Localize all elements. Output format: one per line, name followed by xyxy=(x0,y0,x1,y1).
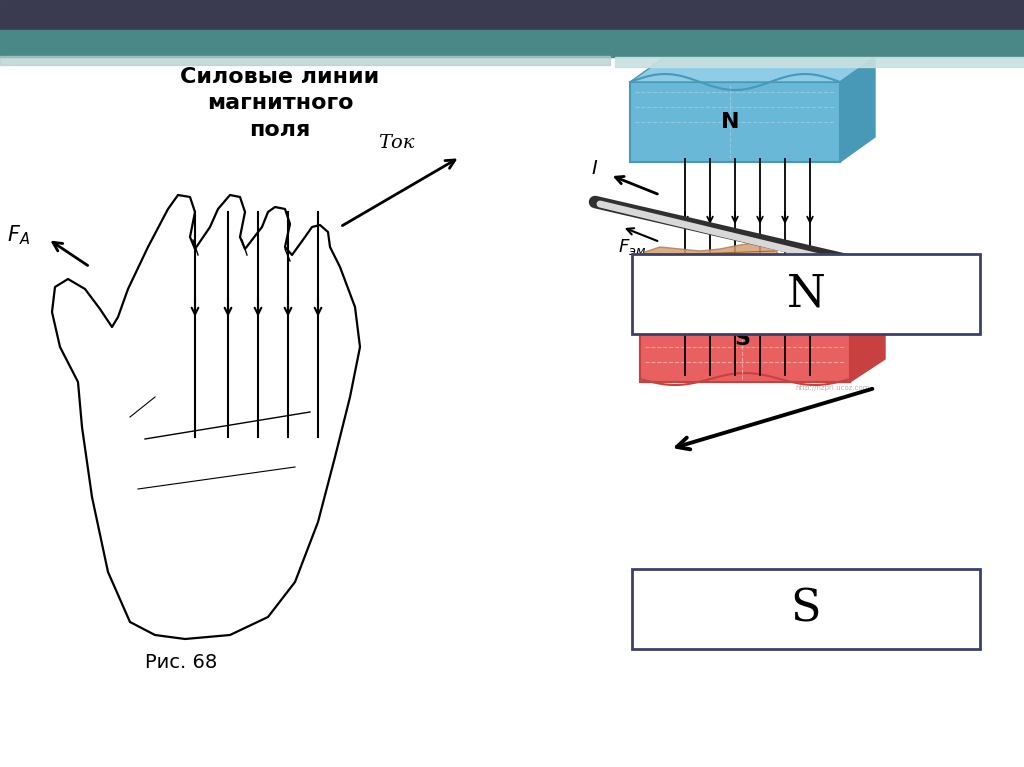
Text: Ток: Ток xyxy=(378,134,415,152)
Bar xyxy=(615,57,1024,67)
FancyBboxPatch shape xyxy=(632,569,980,649)
Bar xyxy=(0,56,610,65)
Polygon shape xyxy=(640,307,850,382)
Polygon shape xyxy=(640,282,885,307)
Text: http://fizpri.ucoz.com: http://fizpri.ucoz.com xyxy=(796,385,870,391)
Text: N: N xyxy=(786,272,825,315)
Text: $F_A$: $F_A$ xyxy=(7,223,30,247)
Text: $F_{эм}$: $F_{эм}$ xyxy=(618,237,646,257)
Polygon shape xyxy=(638,242,780,279)
Polygon shape xyxy=(630,82,840,162)
Text: Рис. 68: Рис. 68 xyxy=(145,653,217,672)
Text: N: N xyxy=(721,112,739,132)
Polygon shape xyxy=(850,282,885,382)
Text: Силовые линии
магнитного
поля: Силовые линии магнитного поля xyxy=(180,67,380,140)
Text: S: S xyxy=(791,588,821,630)
Text: $I$: $I$ xyxy=(591,160,598,179)
Text: S: S xyxy=(734,329,750,349)
Polygon shape xyxy=(630,57,874,82)
Bar xyxy=(0,30,1024,57)
FancyBboxPatch shape xyxy=(632,254,980,334)
Polygon shape xyxy=(840,57,874,162)
Bar xyxy=(0,0,1024,30)
